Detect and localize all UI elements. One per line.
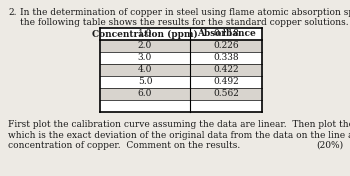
Text: the following table shows the results for the standard copper solutions.: the following table shows the results fo… (20, 18, 349, 27)
Text: 2.0: 2.0 (138, 42, 152, 51)
Text: 0.338: 0.338 (213, 54, 239, 62)
Text: 5.0: 5.0 (138, 77, 152, 86)
Text: 0.562: 0.562 (213, 90, 239, 99)
Text: 2.: 2. (8, 8, 16, 17)
Text: concentration of copper.  Comment on the results.: concentration of copper. Comment on the … (8, 141, 240, 150)
Text: In the determination of copper in steel using flame atomic absorption spectropho: In the determination of copper in steel … (20, 8, 350, 17)
Text: 0.226: 0.226 (213, 42, 239, 51)
Text: 6.0: 6.0 (138, 90, 152, 99)
Text: First plot the calibration curve assuming the data are linear.  Then plot the re: First plot the calibration curve assumin… (8, 120, 350, 129)
Text: 3.0: 3.0 (138, 54, 152, 62)
Text: 4.0: 4.0 (138, 65, 152, 74)
Text: which is the exact deviation of the original data from the data on the line agai: which is the exact deviation of the orig… (8, 130, 350, 140)
Text: (20%): (20%) (316, 141, 343, 150)
Text: Concentration (ppm): Concentration (ppm) (92, 29, 198, 39)
Bar (100, 40, 261, 52)
Bar (100, 88, 261, 100)
Text: 0.118: 0.118 (213, 30, 239, 39)
Text: Absorbance: Absorbance (197, 30, 256, 39)
Text: 1.0: 1.0 (138, 30, 152, 39)
Bar (100, 64, 261, 76)
Text: 0.492: 0.492 (213, 77, 239, 86)
Text: 0.422: 0.422 (213, 65, 239, 74)
Bar (100, 28, 262, 112)
